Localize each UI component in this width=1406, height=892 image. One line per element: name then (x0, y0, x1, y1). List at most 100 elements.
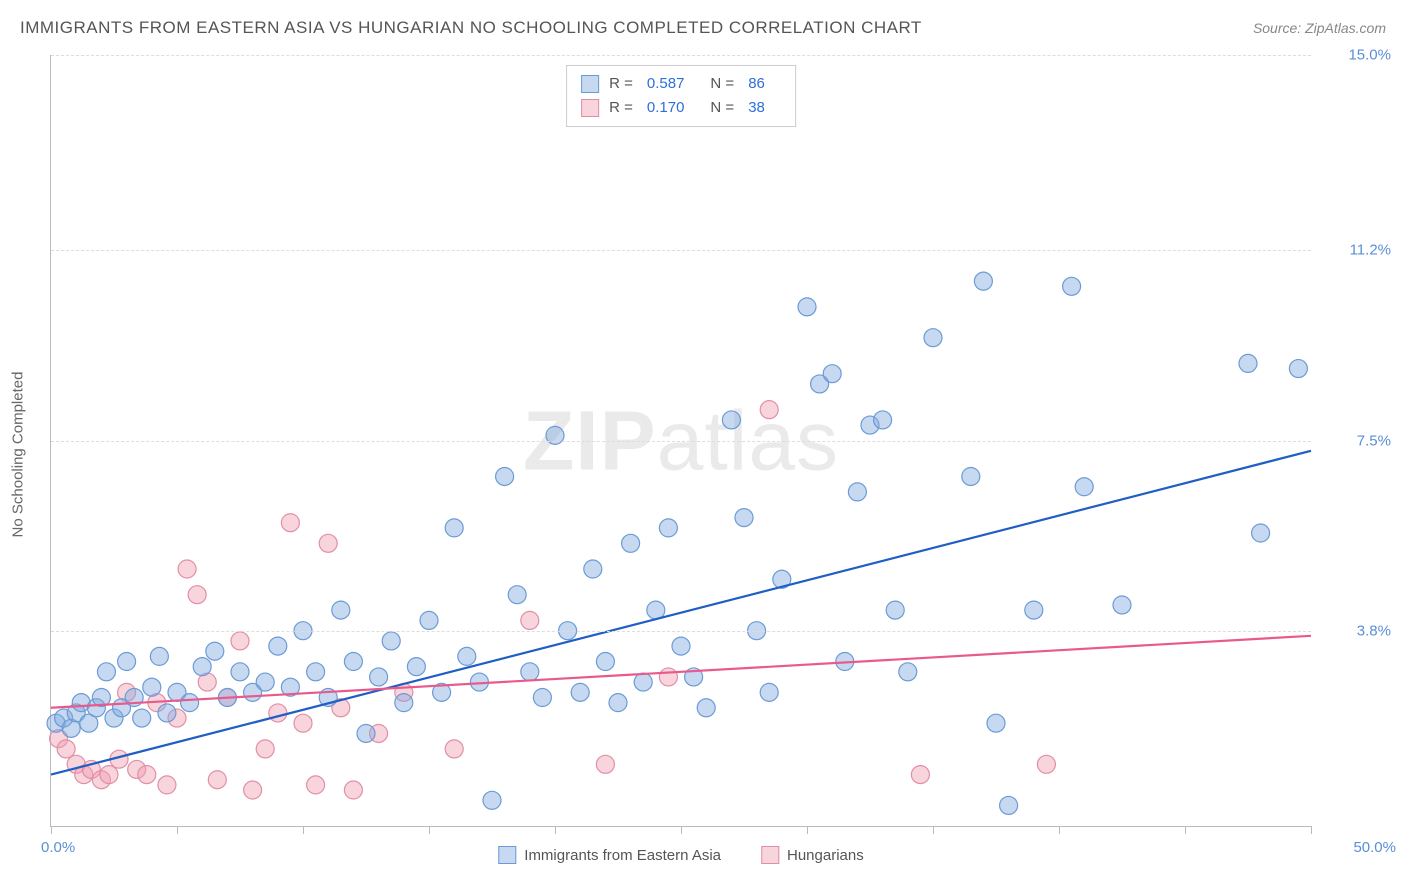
data-point (760, 683, 778, 701)
data-point (496, 467, 514, 485)
data-point (143, 678, 161, 696)
y-tick-label: 3.8% (1321, 622, 1391, 639)
data-point (344, 653, 362, 671)
data-point (659, 519, 677, 537)
data-point (294, 714, 312, 732)
data-point (1113, 596, 1131, 614)
swatch-series1 (581, 75, 599, 93)
data-point (1063, 277, 1081, 295)
data-point (158, 776, 176, 794)
data-point (798, 298, 816, 316)
data-point (697, 699, 715, 717)
data-point (138, 766, 156, 784)
data-point (1000, 796, 1018, 814)
data-point (571, 683, 589, 701)
data-point (521, 663, 539, 681)
legend-item-series1: Immigrants from Eastern Asia (498, 846, 721, 864)
data-point (1289, 360, 1307, 378)
data-point (886, 601, 904, 619)
data-point (193, 658, 211, 676)
data-point (281, 514, 299, 532)
data-point (307, 776, 325, 794)
data-point (899, 663, 917, 681)
x-axis-min-label: 0.0% (41, 839, 75, 856)
x-tick (1311, 826, 1312, 834)
data-point (208, 771, 226, 789)
data-point (911, 766, 929, 784)
x-tick (681, 826, 682, 834)
x-tick (933, 826, 934, 834)
data-point (100, 766, 118, 784)
data-point (508, 586, 526, 604)
data-point (1025, 601, 1043, 619)
data-point (924, 329, 942, 347)
gridline (51, 250, 1311, 251)
legend-row-series1: R = 0.587 N = 86 (581, 72, 781, 96)
data-point (158, 704, 176, 722)
data-point (344, 781, 362, 799)
data-point (1037, 755, 1055, 773)
data-point (445, 740, 463, 758)
gridline (51, 441, 1311, 442)
data-point (874, 411, 892, 429)
data-point (596, 755, 614, 773)
chart-header: IMMIGRANTS FROM EASTERN ASIA VS HUNGARIA… (20, 18, 1386, 38)
legend-row-series2: R = 0.170 N = 38 (581, 96, 781, 120)
legend-correlation-box: R = 0.587 N = 86 R = 0.170 N = 38 (566, 65, 796, 127)
data-point (150, 647, 168, 665)
data-point (256, 740, 274, 758)
data-point (584, 560, 602, 578)
data-point (307, 663, 325, 681)
data-point (848, 483, 866, 501)
x-tick (51, 826, 52, 834)
source-attribution: Source: ZipAtlas.com (1253, 20, 1386, 36)
legend-item-series2: Hungarians (761, 846, 864, 864)
y-tick-label: 15.0% (1321, 47, 1391, 64)
gridline (51, 631, 1311, 632)
data-point (987, 714, 1005, 732)
data-point (332, 601, 350, 619)
data-point (395, 694, 413, 712)
data-point (1075, 478, 1093, 496)
data-point (1252, 524, 1270, 542)
data-point (269, 637, 287, 655)
data-point (133, 709, 151, 727)
x-axis-max-label: 50.0% (1353, 839, 1396, 856)
data-point (231, 663, 249, 681)
x-tick (303, 826, 304, 834)
data-point (407, 658, 425, 676)
data-point (596, 653, 614, 671)
data-point (420, 611, 438, 629)
gridline (51, 55, 1311, 56)
data-point (458, 647, 476, 665)
data-point (533, 689, 551, 707)
y-tick-label: 7.5% (1321, 432, 1391, 449)
data-point (760, 401, 778, 419)
data-point (483, 791, 501, 809)
data-point (178, 560, 196, 578)
data-point (823, 365, 841, 383)
x-tick (177, 826, 178, 834)
data-point (357, 724, 375, 742)
data-point (622, 534, 640, 552)
x-tick (555, 826, 556, 834)
chart-title: IMMIGRANTS FROM EASTERN ASIA VS HUNGARIA… (20, 18, 922, 38)
data-point (445, 519, 463, 537)
data-point (370, 668, 388, 686)
data-point (735, 509, 753, 527)
y-axis-label: No Schooling Completed (10, 372, 27, 538)
x-tick (1185, 826, 1186, 834)
data-point (97, 663, 115, 681)
swatch-series1-bottom (498, 846, 516, 864)
data-point (974, 272, 992, 290)
data-point (256, 673, 274, 691)
data-point (57, 740, 75, 758)
x-tick (807, 826, 808, 834)
data-point (181, 694, 199, 712)
data-point (118, 653, 136, 671)
x-tick (429, 826, 430, 834)
swatch-series2 (581, 99, 599, 117)
data-point (231, 632, 249, 650)
x-tick (1059, 826, 1060, 834)
data-point (722, 411, 740, 429)
